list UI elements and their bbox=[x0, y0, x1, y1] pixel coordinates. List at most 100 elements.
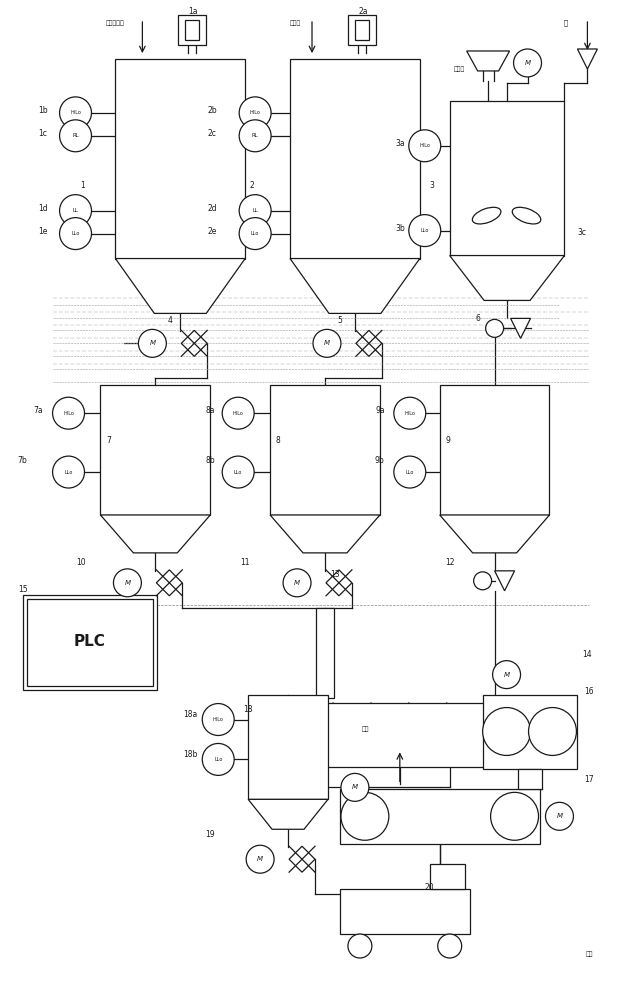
Text: M: M bbox=[324, 340, 330, 346]
Circle shape bbox=[60, 120, 91, 152]
Text: LL: LL bbox=[252, 208, 258, 213]
Circle shape bbox=[60, 218, 91, 250]
Circle shape bbox=[222, 397, 254, 429]
Text: 9a: 9a bbox=[375, 406, 385, 415]
Circle shape bbox=[239, 120, 271, 152]
Circle shape bbox=[202, 743, 234, 775]
Text: LLo: LLo bbox=[420, 228, 429, 233]
Circle shape bbox=[491, 792, 538, 840]
Circle shape bbox=[246, 845, 274, 873]
Bar bbox=[100, 385, 210, 515]
Text: 3a: 3a bbox=[395, 139, 404, 148]
Text: 1b: 1b bbox=[38, 106, 48, 115]
Circle shape bbox=[545, 802, 573, 830]
Text: LLo: LLo bbox=[234, 470, 242, 475]
Bar bbox=[517, 769, 541, 789]
Text: 8a: 8a bbox=[205, 406, 215, 415]
Text: 3c: 3c bbox=[577, 228, 586, 237]
Polygon shape bbox=[495, 571, 515, 591]
Text: HILo: HILo bbox=[213, 717, 224, 722]
Bar bbox=[340, 889, 470, 934]
Polygon shape bbox=[290, 259, 420, 313]
Text: 16: 16 bbox=[585, 687, 594, 696]
Text: 10: 10 bbox=[75, 558, 86, 567]
Circle shape bbox=[409, 215, 441, 247]
Text: 8b: 8b bbox=[205, 456, 215, 465]
Text: HILo: HILo bbox=[250, 110, 261, 115]
Bar bbox=[27, 599, 153, 686]
Text: LLo: LLo bbox=[251, 231, 259, 236]
Circle shape bbox=[53, 397, 84, 429]
Text: 成品: 成品 bbox=[586, 951, 593, 957]
Text: 2c: 2c bbox=[208, 129, 217, 138]
Text: 1d: 1d bbox=[38, 204, 48, 213]
Bar bbox=[325, 703, 574, 767]
Circle shape bbox=[60, 97, 91, 129]
Circle shape bbox=[394, 456, 426, 488]
Circle shape bbox=[409, 130, 441, 162]
Text: RL: RL bbox=[252, 133, 259, 138]
Polygon shape bbox=[510, 318, 531, 338]
Text: 6: 6 bbox=[476, 314, 480, 323]
Text: M: M bbox=[557, 813, 562, 819]
Text: 1a: 1a bbox=[188, 7, 198, 16]
Bar bbox=[115, 59, 245, 259]
Text: 1: 1 bbox=[80, 181, 85, 190]
Text: 13: 13 bbox=[330, 570, 340, 579]
Circle shape bbox=[239, 97, 271, 129]
Text: 17: 17 bbox=[585, 775, 594, 784]
Text: 3: 3 bbox=[429, 181, 434, 190]
Text: 2d: 2d bbox=[207, 204, 217, 213]
Text: M: M bbox=[503, 672, 510, 678]
Text: 15: 15 bbox=[18, 585, 27, 594]
Polygon shape bbox=[100, 515, 210, 553]
Circle shape bbox=[486, 319, 503, 337]
Text: 9b: 9b bbox=[375, 456, 385, 465]
Circle shape bbox=[202, 704, 234, 735]
Polygon shape bbox=[248, 799, 328, 829]
Text: 14: 14 bbox=[583, 650, 592, 659]
Circle shape bbox=[313, 329, 341, 357]
Text: RL: RL bbox=[72, 133, 79, 138]
Circle shape bbox=[53, 456, 84, 488]
Text: 18b: 18b bbox=[183, 750, 197, 759]
Text: M: M bbox=[257, 856, 263, 862]
Circle shape bbox=[283, 569, 311, 597]
Text: HILo: HILo bbox=[419, 143, 430, 148]
Text: M: M bbox=[150, 340, 155, 346]
Circle shape bbox=[341, 792, 389, 840]
Circle shape bbox=[341, 773, 369, 801]
Text: 12: 12 bbox=[445, 558, 455, 567]
Ellipse shape bbox=[512, 207, 541, 224]
Text: 排气: 排气 bbox=[362, 727, 370, 732]
Polygon shape bbox=[450, 256, 564, 300]
Bar bbox=[450, 101, 564, 256]
Polygon shape bbox=[115, 259, 245, 313]
Text: 1e: 1e bbox=[38, 227, 48, 236]
Text: 18a: 18a bbox=[183, 710, 197, 719]
Bar bbox=[316, 608, 334, 698]
Bar bbox=[355, 20, 369, 40]
Text: 2a: 2a bbox=[358, 7, 368, 16]
Text: 5: 5 bbox=[337, 316, 342, 325]
Text: 胶凝剂: 胶凝剂 bbox=[290, 20, 301, 26]
Circle shape bbox=[474, 572, 491, 590]
Text: HILo: HILo bbox=[233, 411, 243, 416]
Text: 9: 9 bbox=[445, 436, 450, 445]
Circle shape bbox=[394, 397, 426, 429]
Text: LLo: LLo bbox=[214, 757, 223, 762]
Text: LLo: LLo bbox=[72, 231, 80, 236]
Circle shape bbox=[60, 195, 91, 227]
Text: M: M bbox=[124, 580, 131, 586]
Circle shape bbox=[222, 456, 254, 488]
Bar bbox=[248, 695, 328, 799]
Circle shape bbox=[138, 329, 166, 357]
Text: 2e: 2e bbox=[207, 227, 217, 236]
Text: 8: 8 bbox=[276, 436, 280, 445]
Text: 7: 7 bbox=[106, 436, 111, 445]
Bar bbox=[348, 15, 376, 45]
Bar bbox=[482, 695, 578, 769]
Circle shape bbox=[529, 708, 576, 755]
Text: HILo: HILo bbox=[63, 411, 74, 416]
Polygon shape bbox=[467, 51, 510, 71]
